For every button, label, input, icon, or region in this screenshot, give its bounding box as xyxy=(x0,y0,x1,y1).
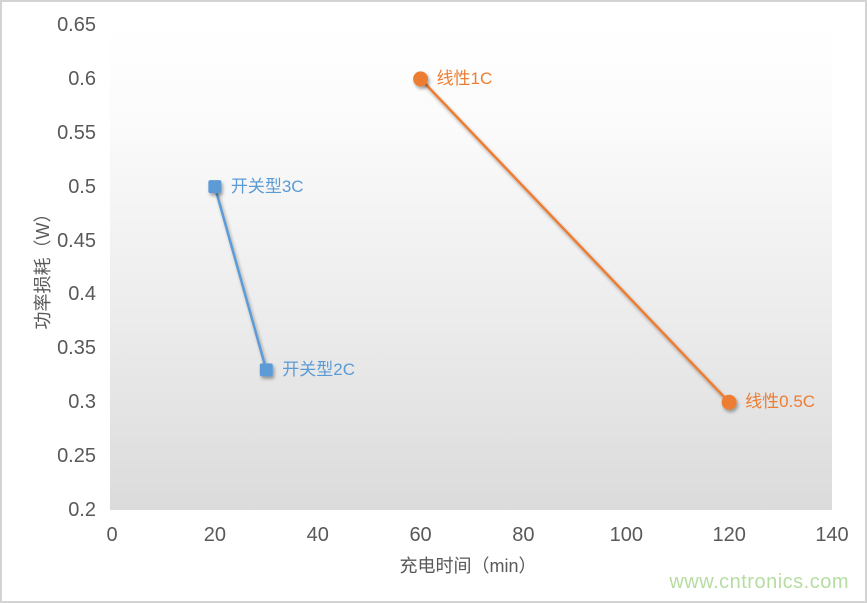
x-tick-label: 20 xyxy=(203,524,226,546)
point-label: 线性1C xyxy=(436,68,493,88)
y-tick-label: 0.4 xyxy=(68,283,96,306)
point-label: 开关型2C xyxy=(282,359,356,379)
x-tick-label: 60 xyxy=(409,524,432,546)
x-axis-title: 充电时间（min） xyxy=(399,556,537,576)
point-label: 开关型3C xyxy=(230,176,304,196)
x-tick-label: 120 xyxy=(712,524,746,546)
plot-area xyxy=(110,25,832,510)
watermark: www.cntronics.com xyxy=(669,571,849,593)
y-tick-label: 0.65 xyxy=(57,14,96,36)
series-line xyxy=(213,186,268,371)
x-tick-label: 80 xyxy=(512,524,535,546)
y-tick-label: 0.55 xyxy=(57,121,96,144)
x-tick-label: 100 xyxy=(609,524,643,546)
circle-marker xyxy=(721,394,737,410)
square-marker xyxy=(208,180,222,194)
x-tick-label: 40 xyxy=(306,524,329,546)
y-tick-label: 0.3 xyxy=(68,391,96,414)
series-markers xyxy=(208,71,737,410)
y-tick-label: 0.45 xyxy=(57,229,96,252)
y-tick-label: 0.25 xyxy=(57,445,96,468)
y-tick-label: 0.6 xyxy=(68,67,96,90)
series-lines xyxy=(213,78,731,404)
y-tick-label: 0.2 xyxy=(68,499,96,521)
y-axis-title: 功率损耗（W） xyxy=(33,204,53,330)
circle-marker xyxy=(413,71,429,87)
point-label: 线性0.5C xyxy=(745,392,816,412)
x-tick-label: 0 xyxy=(106,524,118,546)
square-marker xyxy=(259,363,273,377)
x-tick-label: 140 xyxy=(815,524,849,546)
y-tick-label: 0.5 xyxy=(68,175,96,198)
series-line xyxy=(419,78,731,404)
y-tick-label: 0.35 xyxy=(57,337,96,360)
